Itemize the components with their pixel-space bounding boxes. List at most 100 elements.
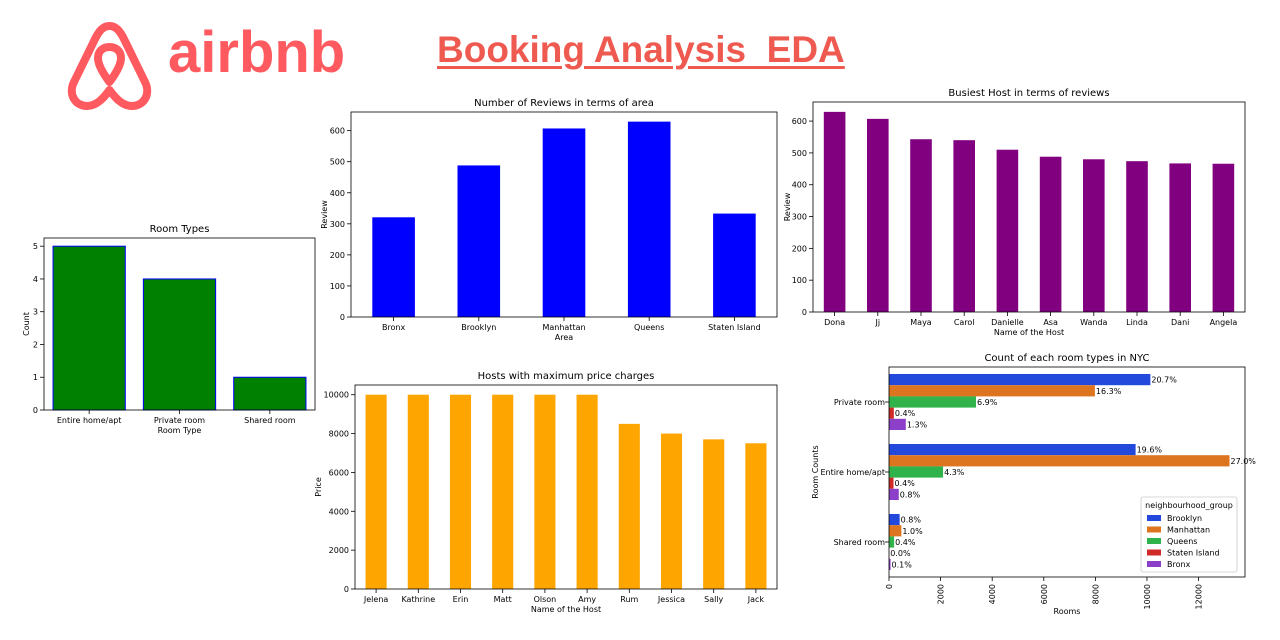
bar [660, 433, 683, 589]
y-tick-label: 500 [792, 149, 807, 158]
bar [823, 111, 846, 312]
y-axis-label: Review [783, 192, 792, 221]
legend-label: Staten Island [1167, 549, 1220, 558]
y-tick-label: 0 [33, 406, 38, 415]
y-tick-label: 200 [792, 244, 807, 253]
x-tick-label: 4000 [988, 584, 997, 604]
y-axis-label: Price [314, 477, 323, 497]
x-tick-label: Private room [154, 416, 205, 425]
y-tick-label: 1 [33, 373, 38, 382]
bar-data-label: 20.7% [1151, 376, 1177, 385]
y-tick-label: 4000 [329, 507, 349, 516]
bar-data-label: 0.8% [900, 490, 921, 499]
x-tick-label: 12000 [1195, 584, 1204, 609]
y-axis-label: Count [22, 312, 31, 336]
x-tick-label: Wanda [1080, 318, 1107, 327]
legend-label: Manhattan [1167, 526, 1210, 535]
y-tick-label: 600 [792, 117, 807, 126]
bar [889, 444, 1136, 456]
y-tick-label: 600 [330, 127, 345, 136]
chart-title: Count of each room types in NYC [984, 353, 1149, 364]
x-tick-label: Carol [954, 318, 975, 327]
bar [142, 278, 217, 411]
airbnb-logo [62, 18, 362, 112]
bar [889, 558, 891, 570]
y-tick-label: 10000 [324, 391, 349, 400]
bar [1169, 163, 1191, 312]
bar [889, 525, 902, 537]
bar-data-label: 0.0% [890, 549, 911, 558]
bar [867, 118, 889, 312]
x-tick-label: Jessica [657, 595, 685, 604]
x-tick-label: Erin [453, 595, 469, 604]
x-tick-label: Asa [1043, 318, 1058, 327]
bar [492, 394, 514, 589]
y-tick-label: 100 [792, 276, 807, 285]
x-tick-label: Matt [494, 595, 512, 604]
bar [889, 466, 944, 478]
y-tick-label: 300 [330, 220, 345, 229]
bar [889, 374, 1151, 386]
x-tick-label: Amy [578, 595, 596, 604]
y-tick-label: 0 [344, 585, 349, 594]
legend-title: neighbourhood_group [1145, 501, 1233, 510]
bar-data-label: 1.0% [902, 527, 923, 536]
x-tick-label: Queens [634, 323, 664, 332]
y-tick-label: 300 [792, 213, 807, 222]
bar [713, 213, 756, 317]
legend-label: Bronx [1167, 560, 1191, 569]
x-tick-label: Kathrine [401, 595, 435, 604]
y-axis-label: Room Counts [811, 445, 820, 498]
y-axis-label: Review [320, 200, 329, 229]
x-tick-label: Staten Island [708, 323, 761, 332]
brand-name: airbnb [168, 20, 346, 85]
x-axis-label: Rooms [1054, 607, 1081, 616]
bar-data-label: 0.1% [892, 560, 913, 569]
legend-box [1140, 496, 1238, 573]
bar [889, 396, 976, 408]
legend-swatch [1147, 515, 1161, 521]
x-tick-label: Brooklyn [461, 323, 496, 332]
x-tick-label: 8000 [1091, 584, 1100, 604]
chart-title: Room Types [150, 224, 210, 235]
bar [889, 407, 894, 419]
bar-data-label: 0.4% [895, 538, 916, 547]
y-tick-label: 0 [802, 308, 807, 317]
bar [889, 477, 894, 489]
y-tick-label: 400 [792, 181, 807, 190]
x-axis-label: Room Type [158, 426, 202, 435]
bar [407, 394, 429, 589]
y-tick-label: 8000 [329, 430, 349, 439]
x-tick-label: Manhattan [542, 323, 585, 332]
bar [449, 394, 472, 589]
y-tick-label: 2000 [329, 546, 349, 555]
bar [372, 217, 415, 317]
bar-data-label: 0.4% [895, 479, 916, 488]
y-tick-label: 6000 [329, 468, 349, 477]
bar [542, 128, 586, 317]
bar [627, 121, 671, 317]
x-axis-label: Name of the Host [531, 605, 601, 614]
bar-data-label: 27.0% [1230, 457, 1256, 466]
bar [1083, 159, 1105, 312]
x-tick-label: Rum [620, 595, 638, 604]
y-tick-label: 100 [330, 282, 345, 291]
y-tick-label: 400 [330, 189, 345, 198]
x-tick-label: Linda [1126, 318, 1148, 327]
y-tick-label: 2 [33, 340, 38, 349]
bar [576, 394, 598, 589]
y-tick-label: 3 [33, 308, 38, 317]
bar-data-label: 19.6% [1137, 446, 1163, 455]
x-tick-label: Jj [875, 318, 881, 327]
y-tick-label: 0 [340, 313, 345, 322]
x-tick-label: Danielle [991, 318, 1024, 327]
x-tick-label: 6000 [1040, 584, 1049, 604]
y-tick-label: 200 [330, 251, 345, 260]
plot-frame [888, 366, 1246, 578]
y-tick-label: 5 [33, 242, 38, 251]
y-tick-label: Shared room [834, 538, 886, 547]
